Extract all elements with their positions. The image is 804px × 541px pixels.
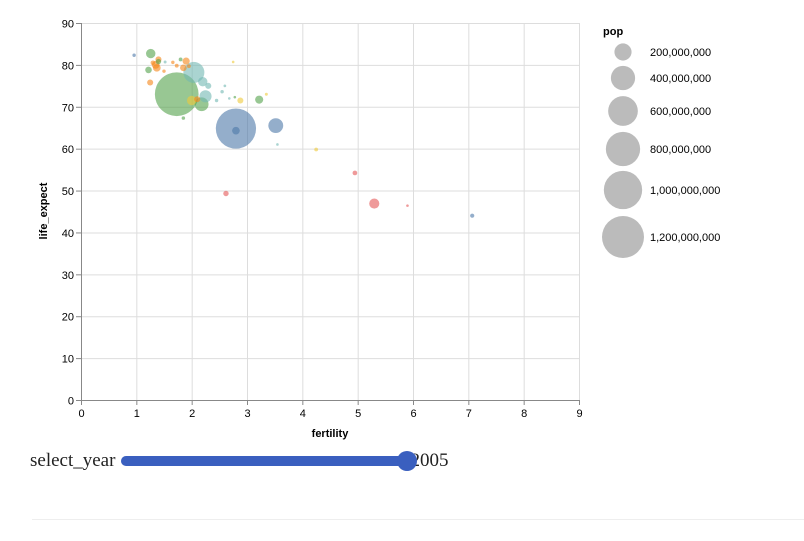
data-point <box>182 57 190 65</box>
slider-fill <box>121 456 408 466</box>
data-point <box>264 92 268 96</box>
y-tick-label: 10 <box>62 354 74 366</box>
legend-symbol <box>610 65 636 91</box>
legend-label: 600,000,000 <box>650 106 711 118</box>
data-point <box>155 58 162 65</box>
x-tick-label: 7 <box>466 408 472 420</box>
data-point <box>220 89 224 94</box>
legend-symbol <box>603 170 643 210</box>
y-axis-title: life_expect <box>38 182 50 239</box>
data-point <box>150 60 156 66</box>
data-point <box>186 64 191 69</box>
x-axis-title: fertility <box>312 428 350 440</box>
data-point <box>205 82 212 89</box>
data-points <box>132 48 475 218</box>
data-point <box>163 60 167 64</box>
year-slider-row: select_year 2005 <box>30 448 448 474</box>
data-point <box>237 97 244 104</box>
data-point <box>178 57 183 62</box>
legend-symbol <box>608 96 638 126</box>
y-tick-label: 50 <box>62 186 74 198</box>
data-point <box>194 96 201 103</box>
data-point <box>314 147 319 152</box>
data-point <box>174 63 179 68</box>
data-point <box>268 118 284 134</box>
data-point <box>369 198 380 209</box>
data-point <box>232 126 240 135</box>
data-point <box>181 116 186 120</box>
divider <box>32 519 804 520</box>
data-point <box>186 95 197 106</box>
data-point <box>147 79 154 86</box>
data-point <box>255 95 264 104</box>
x-tick-label: 8 <box>521 408 527 420</box>
x-tick-label: 9 <box>576 408 582 420</box>
y-tick-label: 20 <box>62 312 74 324</box>
data-point <box>132 53 136 57</box>
legend-symbol <box>605 131 641 167</box>
year-slider[interactable] <box>121 451 418 471</box>
y-tick-label: 90 <box>62 19 74 31</box>
data-point <box>199 90 212 103</box>
data-point <box>152 63 161 72</box>
x-tick-label: 0 <box>78 408 84 420</box>
y-tick-label: 40 <box>62 228 74 240</box>
slider-label: select_year <box>30 450 116 471</box>
x-tick-label: 2 <box>189 408 195 420</box>
y-tick-label: 0 <box>68 396 74 408</box>
data-point <box>227 97 231 100</box>
legend-label: 800,000,000 <box>650 144 711 156</box>
data-point <box>231 60 235 64</box>
data-point <box>352 170 358 176</box>
y-tick-label: 60 <box>62 144 74 156</box>
slider-value: 2005 <box>410 450 449 471</box>
data-point <box>171 60 175 65</box>
data-point <box>406 204 409 207</box>
data-point <box>198 76 208 87</box>
data-point <box>233 95 237 99</box>
legend-symbol <box>614 43 632 61</box>
legend-label: 400,000,000 <box>650 73 711 85</box>
y-tick-label: 30 <box>62 270 74 282</box>
y-tick-label: 70 <box>62 102 74 114</box>
data-point <box>276 143 279 146</box>
x-tick-label: 4 <box>300 408 306 420</box>
grid-lines <box>81 23 580 401</box>
size-legend: pop 200,000,000 400,000,000 600,000,000 800… <box>602 26 720 258</box>
x-tick-label: 1 <box>134 408 140 420</box>
legend-label: 1,000,000,000 <box>650 185 720 197</box>
slider-thumb[interactable] <box>397 451 418 471</box>
x-tick-label: 3 <box>244 408 250 420</box>
data-point <box>180 64 187 72</box>
x-tick-label: 6 <box>410 408 416 420</box>
legend-label: 1,200,000,000 <box>650 232 720 244</box>
data-point <box>223 190 229 197</box>
data-point <box>145 66 152 74</box>
data-point <box>470 213 475 218</box>
data-point <box>154 72 199 117</box>
x-tick-label: 5 <box>355 408 361 420</box>
data-point <box>146 48 156 59</box>
y-tick-label: 80 <box>62 60 74 72</box>
legend-symbol <box>602 216 644 258</box>
legend-label: 200,000,000 <box>650 47 711 59</box>
legend-title: pop <box>603 26 623 38</box>
data-point <box>223 84 227 88</box>
data-point <box>162 69 166 73</box>
data-point <box>214 98 219 103</box>
